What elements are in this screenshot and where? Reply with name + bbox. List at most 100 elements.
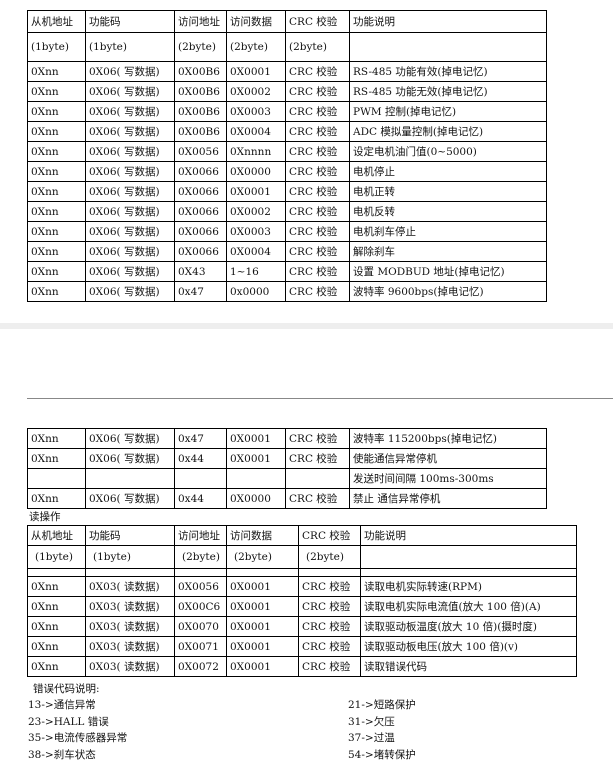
error-code: 35->电流传感器异常 xyxy=(28,732,128,744)
table-cell: 读取驱动板电压(放大 100 倍)(v) xyxy=(360,636,577,657)
table-cell: CRC 校验 xyxy=(285,201,350,222)
table-cell: 0X06( 写数据) xyxy=(85,428,175,449)
table-cell: 0X0003 xyxy=(226,101,286,122)
table-cell: 0X06( 写数据) xyxy=(85,241,175,262)
table-cell: 0X0066 xyxy=(174,181,227,202)
table-cell: (1byte) xyxy=(27,545,86,569)
table-cell: 访问数据 xyxy=(226,10,286,33)
table-cell: PWM 控制(掉电记忆) xyxy=(349,101,547,122)
table-cell: 0X03( 读数据) xyxy=(85,636,175,657)
table-cell xyxy=(85,468,175,489)
error-code: 38->刹车状态 xyxy=(28,748,96,761)
table-cell: 0X0001 xyxy=(226,61,286,82)
table-cell: 0X06( 写数据) xyxy=(85,121,175,142)
table-cell: 0X03( 读数据) xyxy=(85,596,175,617)
table-cell: 功能码 xyxy=(85,10,175,33)
table-cell: 0Xnn xyxy=(27,576,86,597)
table-cell: 0X06( 写数据) xyxy=(85,141,175,162)
table-cell: CRC 校验 xyxy=(285,261,350,282)
table-cell: 读取电机实际转速(RPM) xyxy=(360,576,577,597)
table-cell xyxy=(349,32,547,62)
table-cell: 波特率 9600bps(掉电记忆) xyxy=(349,281,547,302)
table-cell: 0Xnn xyxy=(27,488,86,509)
table-cell: 电机正转 xyxy=(349,181,547,202)
table-cell: 0Xnn xyxy=(27,428,86,449)
table-cell: CRC 校验 xyxy=(285,61,350,82)
table-cell: 访问数据 xyxy=(226,525,299,546)
table-cell: 0x44 xyxy=(174,448,227,469)
table-cell: 0X0004 xyxy=(226,121,286,142)
table-cell: 0X0066 xyxy=(174,201,227,222)
table-cell: 0X06( 写数据) xyxy=(85,61,175,82)
table-cell: 电机刹车停止 xyxy=(349,221,547,242)
table-cell: 使能通信异常停机 xyxy=(349,448,547,469)
table-cell: 0Xnn xyxy=(27,141,86,162)
table-cell: CRC 校验 xyxy=(285,488,350,509)
table-cell: 功能说明 xyxy=(360,525,577,546)
table-cell: 从机地址 xyxy=(27,10,86,33)
table-cell: CRC 校验 xyxy=(285,428,350,449)
table-cell: 0Xnn xyxy=(27,596,86,617)
table-cell: 电机停止 xyxy=(349,161,547,182)
table-cell: 0X0002 xyxy=(226,201,286,222)
table-cell: CRC 校验 xyxy=(285,121,350,142)
table-cell: 0X0003 xyxy=(226,221,286,242)
table-cell: 0X00B6 xyxy=(174,81,227,102)
table-cell: 读取电机实际电流值(放大 100 倍)(A) xyxy=(360,596,577,617)
table-cell: 设置 MODBUD 地址(掉电记忆) xyxy=(349,261,547,282)
table-cell: 设定电机油门值(0~5000) xyxy=(349,141,547,162)
table-cell: 0Xnn xyxy=(27,181,86,202)
table-cell xyxy=(285,468,350,489)
table-cell xyxy=(360,545,577,569)
table-cell: 0Xnn xyxy=(27,201,86,222)
table-cell: (1byte) xyxy=(85,32,175,62)
table-cell: 0X00B6 xyxy=(174,61,227,82)
table-cell xyxy=(174,468,227,489)
table-cell: 0X0001 xyxy=(226,576,299,597)
table-cell: CRC 校验 xyxy=(285,161,350,182)
table-cell: 0X0002 xyxy=(226,81,286,102)
table-cell: CRC 校验 xyxy=(285,281,350,302)
table-cell: 0X0056 xyxy=(174,576,227,597)
notes-title: 错误代码说明: xyxy=(33,683,100,695)
table-cell: 1~16 xyxy=(226,261,286,282)
table-cell: 0X0001 xyxy=(226,181,286,202)
table-cell: 0X06( 写数据) xyxy=(85,81,175,102)
table-cell: CRC 校验 xyxy=(285,81,350,102)
table-cell: 0X0066 xyxy=(174,221,227,242)
error-code: 21->短路保护 xyxy=(348,699,416,711)
table-cell: CRC 校验 xyxy=(285,181,350,202)
table-cell: 0X06( 写数据) xyxy=(85,181,175,202)
table-cell: 禁止 通信异常停机 xyxy=(349,488,547,509)
table-cell: 0X0004 xyxy=(226,241,286,262)
table-cell: 0X03( 读数据) xyxy=(85,656,175,677)
table-cell: (2byte) xyxy=(298,545,361,569)
table-cell: 0x0000 xyxy=(226,281,286,302)
table-cell: ADC 模拟量控制(掉电记忆) xyxy=(349,121,547,142)
table-cell: 读取驱动板温度(放大 10 倍)(摄时度) xyxy=(360,616,577,637)
table-cell: 0Xnnnn xyxy=(226,141,286,162)
table-cell: 0X0056 xyxy=(174,141,227,162)
table-cell: 0X06( 写数据) xyxy=(85,161,175,182)
table-cell: 0X0066 xyxy=(174,241,227,262)
table-cell: (2byte) xyxy=(285,32,350,62)
error-code: 37->过温 xyxy=(348,732,395,744)
error-code: 23->HALL 错误 xyxy=(28,715,109,728)
error-code: 13->通信异常 xyxy=(28,699,96,711)
table-cell: 0X0001 xyxy=(226,656,299,677)
table-cell: CRC 校验 xyxy=(298,656,361,677)
table-cell: 0Xnn xyxy=(27,448,86,469)
table-cell: (1byte) xyxy=(27,32,86,62)
table-cell: 功能码 xyxy=(85,525,175,546)
table-cell: 电机反转 xyxy=(349,201,547,222)
table-cell: 0Xnn xyxy=(27,121,86,142)
table-cell: 读取错误代码 xyxy=(360,656,577,677)
table-cell: 0X06( 写数据) xyxy=(85,201,175,222)
table-cell: 0X0071 xyxy=(174,636,227,657)
table-cell: 0X0001 xyxy=(226,428,286,449)
table-cell xyxy=(226,468,286,489)
table-cell: 0Xnn xyxy=(27,281,86,302)
table-cell: 0Xnn xyxy=(27,61,86,82)
table-cell: 0X06( 写数据) xyxy=(85,448,175,469)
